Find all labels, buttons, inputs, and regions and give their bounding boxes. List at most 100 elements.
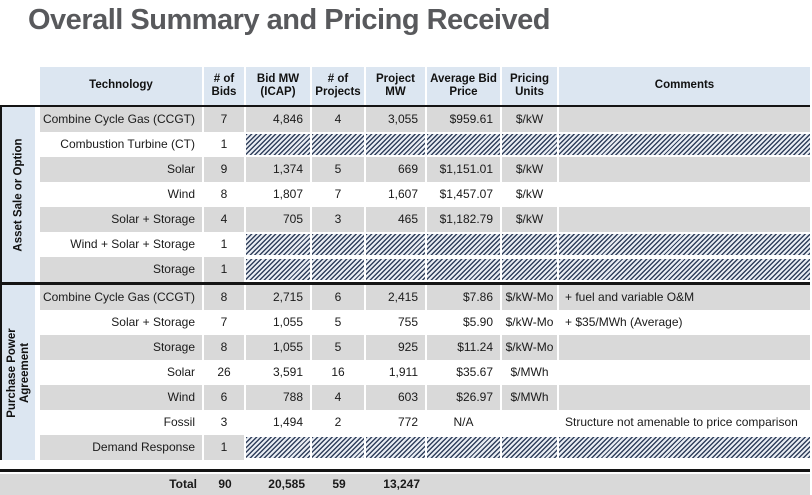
- table-row: Storage 1: [40, 257, 810, 282]
- cell-project-mw: [366, 132, 427, 157]
- no-data-hatch: [502, 234, 557, 255]
- divider-above-total: [0, 469, 810, 472]
- no-data-hatch: [312, 259, 364, 280]
- no-data-hatch: [366, 234, 425, 255]
- cell-num-bids: 26: [204, 360, 246, 385]
- no-data-hatch: [427, 134, 500, 155]
- cell-project-mw: 603: [366, 385, 427, 410]
- table-row: Combine Cycle Gas (CCGT) 8 2,715 6 2,415 $7.8…: [40, 285, 810, 310]
- cell-num-projects: 4: [312, 385, 366, 410]
- cell-project-mw: 1,911: [366, 360, 427, 385]
- cell-num-bids: 9: [204, 157, 246, 182]
- cell-comment: + fuel and variable O&M: [559, 285, 810, 310]
- table-row: Solar + Storage 7 1,055 5 755 $5.90 $/kW-Mo + $…: [40, 310, 810, 335]
- table-row: Combustion Turbine (CT) 1: [40, 132, 810, 157]
- cell-technology: Solar + Storage: [40, 207, 204, 232]
- header-spacer: [0, 67, 40, 105]
- cell-pricing-units: $/MWh: [502, 360, 559, 385]
- total-label: Total: [169, 477, 197, 491]
- cell-pricing-units: [502, 257, 559, 282]
- cell-num-projects: 5: [312, 157, 366, 182]
- cell-project-mw: [366, 232, 427, 257]
- cell-comment: [559, 107, 810, 132]
- total-project-mw: 13,247: [383, 477, 420, 491]
- cell-technology: Wind + Solar + Storage: [40, 232, 204, 257]
- cell-pricing-units: $/kW: [502, 107, 559, 132]
- table-header-row: Technology # of Bids Bid MW (ICAP) # of …: [0, 67, 810, 105]
- total-row: Total 90 20,585 59 13,247: [0, 474, 810, 495]
- cell-avg-bid-price: $11.24: [427, 335, 502, 360]
- cell-comment: [559, 435, 810, 460]
- total-empty-price: [427, 474, 502, 495]
- no-data-hatch: [427, 259, 500, 280]
- cell-avg-bid-price: $26.97: [427, 385, 502, 410]
- table-row: Demand Response 1: [40, 435, 810, 460]
- table-row: Combine Cycle Gas (CCGT) 7 4,846 4 3,055 $959…: [40, 107, 810, 132]
- cell-num-bids: 6: [204, 385, 246, 410]
- table-row: Fossil 3 1,494 2 772 N/A Structure not amenabl…: [40, 410, 810, 435]
- no-data-hatch: [312, 437, 364, 458]
- no-data-hatch: [246, 437, 310, 458]
- table-row: Storage 8 1,055 5 925 $11.24 $/kW-Mo: [40, 335, 810, 360]
- cell-comment: + $35/MWh (Average): [565, 315, 683, 329]
- no-data-hatch: [312, 134, 364, 155]
- no-data-hatch: [312, 234, 364, 255]
- group-label-cell: Purchase Power Agreement: [0, 285, 35, 460]
- cell-avg-bid-price: [427, 435, 502, 460]
- total-bids: 90: [218, 477, 232, 491]
- cell-pricing-units: [502, 132, 559, 157]
- cell-bid-mw: 1,807: [246, 182, 312, 207]
- cell-num-bids: 1: [204, 132, 246, 157]
- column-header-project-mw: Project MW: [366, 67, 427, 105]
- divider-between-groups: [0, 282, 810, 285]
- cell-num-projects: [312, 435, 366, 460]
- cell-num-projects: 16: [312, 360, 366, 385]
- cell-num-projects: 4: [312, 107, 366, 132]
- cell-avg-bid-price: $1,182.79: [427, 207, 502, 232]
- no-data-hatch: [559, 437, 810, 458]
- cell-avg-bid-price: $35.67: [427, 360, 502, 385]
- cell-technology: Combine Cycle Gas (CCGT): [40, 107, 204, 132]
- cell-technology: Combine Cycle Gas (CCGT): [40, 285, 204, 310]
- cell-pricing-units: [502, 435, 559, 460]
- cell-bid-mw: [246, 232, 312, 257]
- cell-bid-mw: [246, 435, 312, 460]
- cell-pricing-units: $/kW-Mo: [502, 285, 559, 310]
- cell-comment: Structure not amenable to price comparis…: [565, 415, 798, 429]
- cell-num-projects: [312, 232, 366, 257]
- cell-bid-mw: 3,591: [246, 360, 312, 385]
- table-row: Solar 9 1,374 5 669 $1,151.01 $/kW: [40, 157, 810, 182]
- column-header-pricing-units: Pricing Units: [502, 67, 559, 105]
- cell-bid-mw: 1,374: [246, 157, 312, 182]
- cell-pricing-units: $/kW: [502, 207, 559, 232]
- table-row: Wind 8 1,807 7 1,607 $1,457.07 $/kW: [40, 182, 810, 207]
- cell-avg-bid-price: $1,151.01: [427, 157, 502, 182]
- no-data-hatch: [366, 259, 425, 280]
- cell-avg-bid-price: [427, 132, 502, 157]
- group-rows-purchase-power: Combine Cycle Gas (CCGT) 8 2,715 6 2,415 $7.8…: [40, 285, 810, 460]
- cell-bid-mw: 4,846: [246, 107, 312, 132]
- cell-bid-mw: 1,055: [246, 310, 312, 335]
- cell-technology: Solar: [40, 157, 204, 182]
- group-asset-sale-or-option: Asset Sale or Option Combine Cycle Gas (…: [0, 107, 810, 282]
- no-data-hatch: [559, 259, 810, 280]
- cell-bid-mw: 1,494: [246, 410, 312, 435]
- cell-comment: [559, 132, 810, 157]
- column-header-avg-bid-price: Average Bid Price: [427, 67, 502, 105]
- group-label-purchase-power-agreement: Purchase Power Agreement: [5, 327, 31, 418]
- column-header-bid-mw: Bid MW (ICAP): [246, 67, 312, 105]
- cell-num-projects: 5: [312, 335, 366, 360]
- cell-num-bids: 7: [204, 107, 246, 132]
- cell-technology: Combustion Turbine (CT): [40, 132, 204, 157]
- cell-bid-mw: [246, 257, 312, 282]
- no-data-hatch: [502, 134, 557, 155]
- cell-avg-bid-price: [427, 257, 502, 282]
- cell-pricing-units: $/kW: [502, 182, 559, 207]
- cell-bid-mw: 705: [246, 207, 312, 232]
- spacer: [0, 460, 810, 469]
- no-data-hatch: [427, 437, 500, 458]
- no-data-hatch: [366, 437, 425, 458]
- table-row: Solar + Storage 4 705 3 465 $1,182.79 $/kW: [40, 207, 810, 232]
- cell-technology: Wind: [40, 182, 204, 207]
